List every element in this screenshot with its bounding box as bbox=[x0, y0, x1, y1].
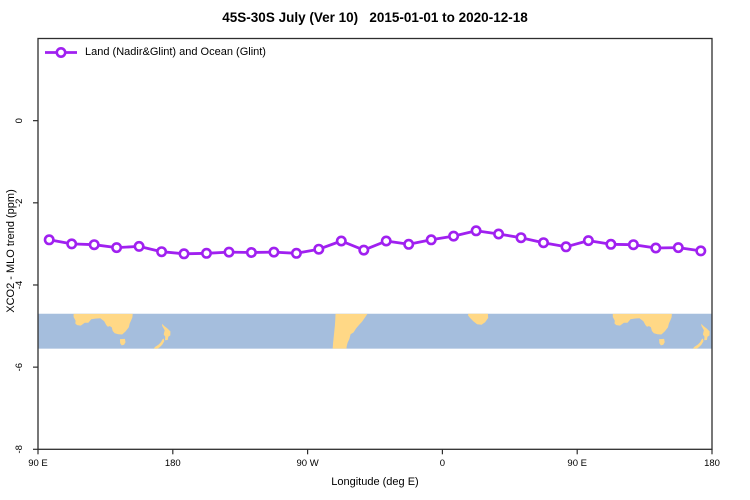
y-tick-label: 0 bbox=[14, 118, 25, 123]
data-point bbox=[268, 246, 280, 258]
legend-label: Land (Nadir&Glint) and Ocean (Glint) bbox=[85, 46, 266, 58]
y-axis-label: XCO2 - MLO trend (ppm) bbox=[5, 189, 17, 313]
map-land bbox=[153, 338, 165, 349]
data-point bbox=[627, 239, 639, 251]
x-tick-label: 0 bbox=[440, 458, 445, 469]
chart-title: 45S-30S July (Ver 10) 2015-01-01 to 2020… bbox=[222, 10, 528, 25]
map-land-group bbox=[73, 313, 710, 349]
x-tick-label: 90 W bbox=[297, 458, 319, 469]
data-line bbox=[47, 229, 703, 256]
data-point bbox=[560, 241, 572, 253]
data-point bbox=[515, 232, 527, 244]
plot-box bbox=[37, 37, 713, 450]
data-point bbox=[223, 246, 235, 258]
data-point bbox=[403, 238, 415, 250]
data-point bbox=[156, 246, 168, 258]
y-tick-label: -4 bbox=[14, 281, 25, 289]
y-tick-label: -6 bbox=[14, 363, 25, 371]
map-land bbox=[612, 313, 672, 335]
data-point bbox=[537, 237, 549, 249]
data-point bbox=[650, 242, 662, 254]
data-point bbox=[582, 235, 594, 247]
x-axis-label: Longitude (deg E) bbox=[331, 476, 419, 488]
data-point bbox=[605, 238, 617, 250]
data-point bbox=[672, 242, 684, 254]
data-point bbox=[695, 245, 707, 257]
data-point bbox=[43, 234, 55, 246]
map-land bbox=[692, 338, 704, 349]
legend-sample-marker bbox=[55, 46, 67, 58]
map-land bbox=[701, 323, 710, 341]
data-point bbox=[470, 225, 482, 237]
x-tick-label: 180 bbox=[704, 458, 720, 469]
x-tick-label: 90 E bbox=[28, 458, 48, 469]
data-point bbox=[358, 244, 370, 256]
x-tick-label: 90 E bbox=[567, 458, 587, 469]
data-point bbox=[425, 234, 437, 246]
data-point bbox=[201, 247, 213, 259]
x-tick-label: 180 bbox=[165, 458, 181, 469]
data-point bbox=[245, 247, 257, 259]
data-point bbox=[313, 243, 325, 255]
data-point bbox=[66, 238, 78, 250]
map-land bbox=[161, 323, 171, 341]
map-ocean bbox=[38, 313, 712, 349]
data-point bbox=[88, 239, 100, 251]
data-point bbox=[178, 248, 190, 260]
data-point bbox=[335, 235, 347, 247]
map-land bbox=[73, 313, 133, 335]
data-point bbox=[111, 242, 123, 254]
map-land bbox=[659, 338, 665, 346]
data-point bbox=[448, 230, 460, 242]
data-point bbox=[380, 235, 392, 247]
map-land bbox=[332, 313, 368, 349]
data-point bbox=[290, 247, 302, 259]
data-point bbox=[493, 228, 505, 240]
y-tick-label: -2 bbox=[14, 199, 25, 207]
map-land bbox=[468, 313, 489, 325]
y-tick-label: -8 bbox=[14, 445, 25, 453]
map-land bbox=[119, 338, 126, 346]
data-point bbox=[133, 240, 145, 252]
